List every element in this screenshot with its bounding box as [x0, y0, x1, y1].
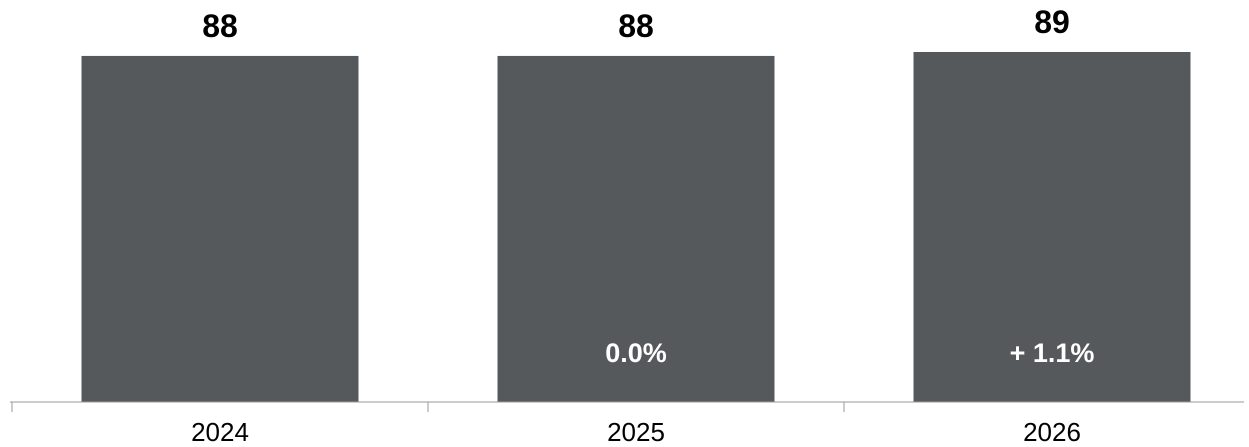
change-label-2026: + 1.1% — [1010, 338, 1095, 368]
x-tick-label-2024: 2024 — [191, 417, 249, 447]
bar-2024 — [81, 55, 359, 402]
x-tick-label-2026: 2026 — [1023, 417, 1081, 447]
bars: 88 88 0.0% 89 + 1.1% — [81, 4, 1191, 402]
value-label-2026: 89 — [1034, 4, 1070, 40]
change-label-2025: 0.0% — [605, 338, 667, 368]
bar-2025 — [497, 55, 775, 402]
value-label-2025: 88 — [618, 8, 654, 44]
x-tick-label-2025: 2025 — [607, 417, 665, 447]
x-axis: 2024 2025 2026 — [10, 401, 1244, 447]
value-label-2024: 88 — [202, 8, 238, 44]
bar-2026 — [913, 52, 1191, 402]
